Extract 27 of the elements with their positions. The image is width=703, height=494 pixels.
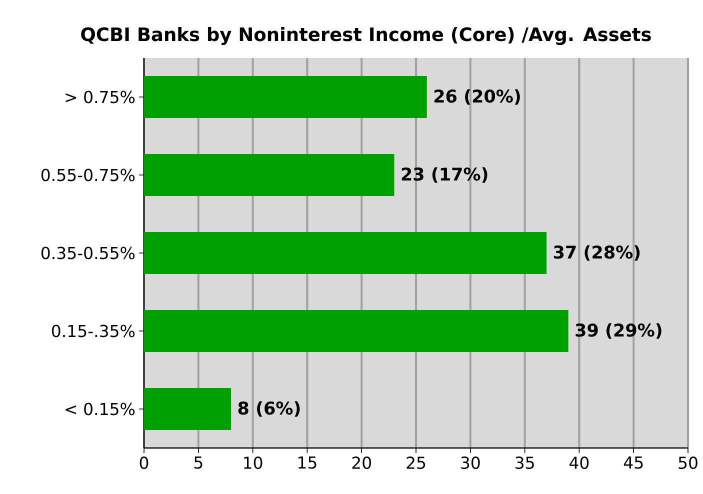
- x-tick-label: 25: [406, 456, 426, 469]
- y-tick-label: 0.15-.35%: [52, 324, 135, 338]
- x-tick-label: 50: [678, 456, 698, 469]
- bar: [144, 76, 427, 118]
- x-tick-label: 0: [140, 456, 148, 469]
- x-tick-label: 30: [461, 456, 480, 469]
- chart-title: QCBI Banks by Noninterest Income (Core) /Avg. Assets: [81, 26, 651, 46]
- data-label: 8 (6%): [238, 401, 300, 417]
- bar: [144, 310, 568, 352]
- data-label: 39 (29%): [576, 323, 662, 339]
- data-label: 26 (20%): [434, 89, 520, 105]
- y-tick-label: < 0.15%: [66, 402, 135, 416]
- y-tick-label: 0.35-0.55%: [41, 246, 135, 260]
- x-tick-label: 35: [516, 456, 534, 469]
- x-tick-label: 10: [244, 456, 262, 469]
- x-tick-label: 40: [570, 456, 589, 469]
- x-tick-label: 20: [352, 456, 372, 469]
- y-tick-label: 0.55-0.75%: [41, 168, 135, 182]
- data-label: 23 (17%): [402, 167, 488, 183]
- y-tick-label: > 0.75%: [66, 90, 135, 104]
- x-tick-label: 5: [194, 456, 202, 469]
- bar: [144, 154, 394, 196]
- x-tick-label: 45: [624, 456, 643, 469]
- data-label: 37 (28%): [554, 245, 640, 261]
- bar: [144, 232, 547, 274]
- x-tick-label: 15: [298, 456, 316, 469]
- bar: [144, 388, 232, 430]
